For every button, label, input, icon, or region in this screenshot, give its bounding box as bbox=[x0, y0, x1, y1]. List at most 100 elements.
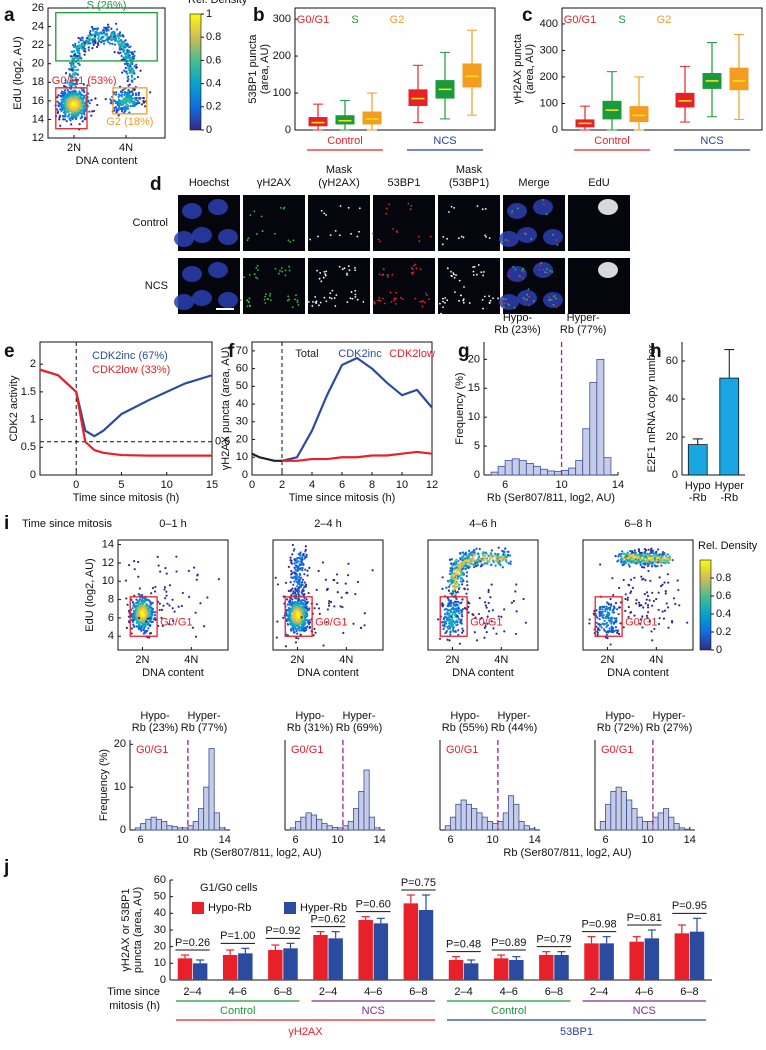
density-point bbox=[129, 69, 132, 72]
x-axis-label: mitosis (h) bbox=[109, 1000, 160, 1012]
density-point bbox=[63, 108, 66, 111]
density-point bbox=[296, 625, 299, 628]
histogram-bin bbox=[347, 821, 354, 831]
y-tick-label: 12 bbox=[102, 557, 114, 569]
density-point bbox=[146, 604, 150, 608]
focus bbox=[527, 288, 530, 291]
density-point bbox=[663, 552, 666, 555]
histogram-bin bbox=[187, 825, 194, 831]
density-point bbox=[479, 558, 482, 561]
density-point bbox=[451, 577, 455, 580]
x-tick-label: 14 bbox=[219, 834, 231, 846]
density-point bbox=[137, 609, 140, 613]
density-point bbox=[633, 576, 636, 579]
nucleus bbox=[218, 229, 238, 245]
histogram-bin bbox=[166, 825, 173, 831]
density-point bbox=[84, 47, 87, 51]
density-point bbox=[437, 618, 440, 621]
density-point bbox=[128, 46, 131, 49]
density-point bbox=[70, 92, 73, 95]
density-point bbox=[141, 618, 144, 621]
density-point bbox=[305, 618, 308, 621]
density-point bbox=[144, 606, 148, 609]
histogram-bin bbox=[316, 818, 323, 831]
density-point bbox=[612, 594, 615, 597]
density-point bbox=[347, 562, 350, 565]
box bbox=[408, 89, 428, 106]
bar bbox=[192, 963, 208, 980]
density-point bbox=[82, 98, 85, 101]
x-axis-label: DNA content bbox=[607, 667, 669, 679]
density-point bbox=[628, 584, 631, 587]
focus bbox=[312, 301, 314, 303]
density-point bbox=[63, 89, 67, 92]
density-point bbox=[77, 112, 80, 115]
density-point bbox=[297, 593, 300, 596]
density-point bbox=[76, 109, 80, 112]
density-point bbox=[609, 597, 612, 601]
focus bbox=[453, 276, 456, 279]
density-point bbox=[139, 602, 142, 606]
histogram-bin bbox=[213, 812, 220, 831]
group-label: Control bbox=[327, 135, 362, 147]
density-point bbox=[639, 554, 643, 557]
density-point bbox=[100, 40, 103, 44]
density-point bbox=[460, 619, 463, 622]
density-point bbox=[614, 602, 618, 605]
density-point bbox=[131, 601, 135, 604]
panel-letter: e bbox=[4, 341, 15, 362]
density-point bbox=[649, 579, 652, 582]
density-point bbox=[135, 102, 138, 106]
focus bbox=[383, 268, 385, 271]
density-point bbox=[510, 601, 514, 604]
density-point bbox=[465, 571, 469, 574]
y-tick-label: 6 bbox=[108, 612, 114, 624]
density-point bbox=[653, 557, 656, 560]
focus bbox=[246, 299, 248, 302]
density-point bbox=[443, 625, 446, 628]
density-point bbox=[451, 594, 454, 597]
density-point bbox=[285, 633, 288, 636]
density-point bbox=[655, 597, 658, 601]
density-point bbox=[287, 589, 290, 592]
chart-title: 2–4 h bbox=[314, 518, 342, 530]
density-point bbox=[282, 616, 285, 619]
density-point bbox=[62, 115, 65, 118]
density-point bbox=[70, 50, 73, 53]
focus bbox=[524, 298, 527, 301]
x-tick-label: 2–4 bbox=[183, 986, 201, 998]
density-point bbox=[298, 626, 301, 629]
density-point bbox=[91, 41, 94, 44]
density-point bbox=[454, 586, 457, 589]
density-point bbox=[448, 617, 451, 620]
focus bbox=[371, 232, 374, 235]
density-point bbox=[468, 565, 471, 568]
density-point bbox=[301, 605, 305, 609]
density-point bbox=[664, 592, 667, 595]
density-point bbox=[195, 578, 198, 581]
density-point bbox=[130, 74, 133, 77]
density-point bbox=[72, 96, 75, 99]
density-point bbox=[622, 626, 625, 629]
density-point bbox=[133, 603, 136, 606]
density-point bbox=[119, 46, 122, 49]
density-point bbox=[657, 622, 661, 626]
density-point bbox=[596, 633, 599, 637]
focus bbox=[468, 302, 471, 304]
focus bbox=[413, 264, 415, 267]
bar bbox=[418, 910, 434, 980]
density-point bbox=[78, 107, 81, 110]
focus bbox=[507, 304, 510, 306]
density-point bbox=[451, 627, 455, 631]
density-point bbox=[653, 564, 656, 567]
histogram-bin bbox=[561, 469, 570, 476]
focus bbox=[387, 276, 389, 279]
density-point bbox=[285, 608, 288, 612]
density-point bbox=[203, 625, 206, 628]
density-point bbox=[180, 604, 183, 608]
histogram-bin bbox=[219, 827, 226, 831]
density-point bbox=[291, 598, 294, 601]
density-point bbox=[462, 555, 465, 558]
density-point bbox=[147, 627, 150, 630]
